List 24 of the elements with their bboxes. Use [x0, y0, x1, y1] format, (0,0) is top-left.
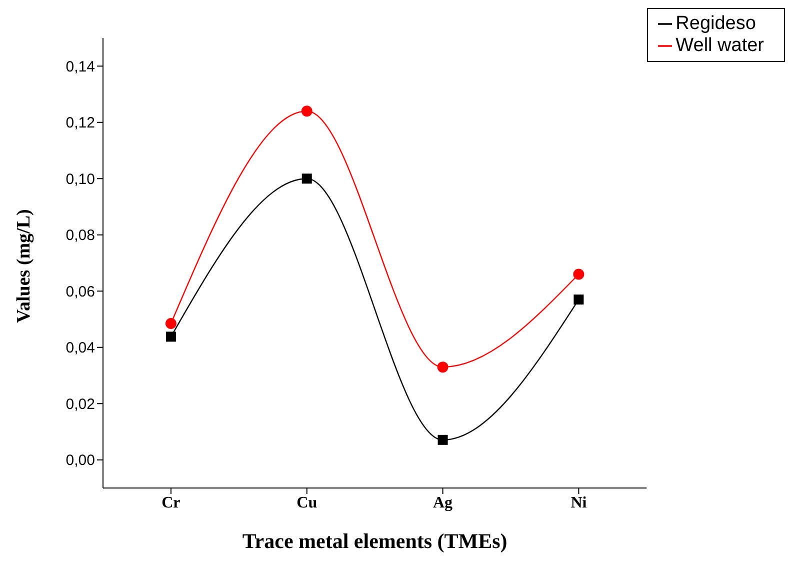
y-tick-label: 0,02: [66, 396, 95, 413]
point: [438, 434, 448, 445]
y-tick-label: 0,10: [66, 170, 95, 188]
y-axis-title: Values (mg/L): [14, 209, 35, 323]
point: [165, 318, 176, 329]
y-tick-label: 0,08: [66, 227, 95, 244]
point: [301, 106, 312, 117]
y-tick-label: 0,12: [66, 114, 95, 132]
x-tick-label: Cu: [296, 494, 318, 512]
y-tick-label: 0,06: [66, 283, 95, 300]
point: [166, 332, 176, 342]
x-tick-label: Ag: [433, 494, 453, 512]
legend-label: Regideso: [676, 13, 756, 34]
point: [437, 362, 448, 373]
y-tick-label: 0,00: [66, 452, 95, 470]
point: [574, 294, 584, 305]
y-tick-label: 0,14: [66, 58, 95, 76]
x-tick-label: Cr: [162, 494, 180, 512]
point: [302, 174, 312, 184]
x-axis-title: Trace metal elements (TMEs): [242, 529, 508, 553]
y-tick-label: 0,04: [66, 340, 95, 357]
point: [573, 268, 584, 280]
x-tick-label: Ni: [570, 494, 588, 512]
legend-label: Well water: [676, 35, 764, 56]
